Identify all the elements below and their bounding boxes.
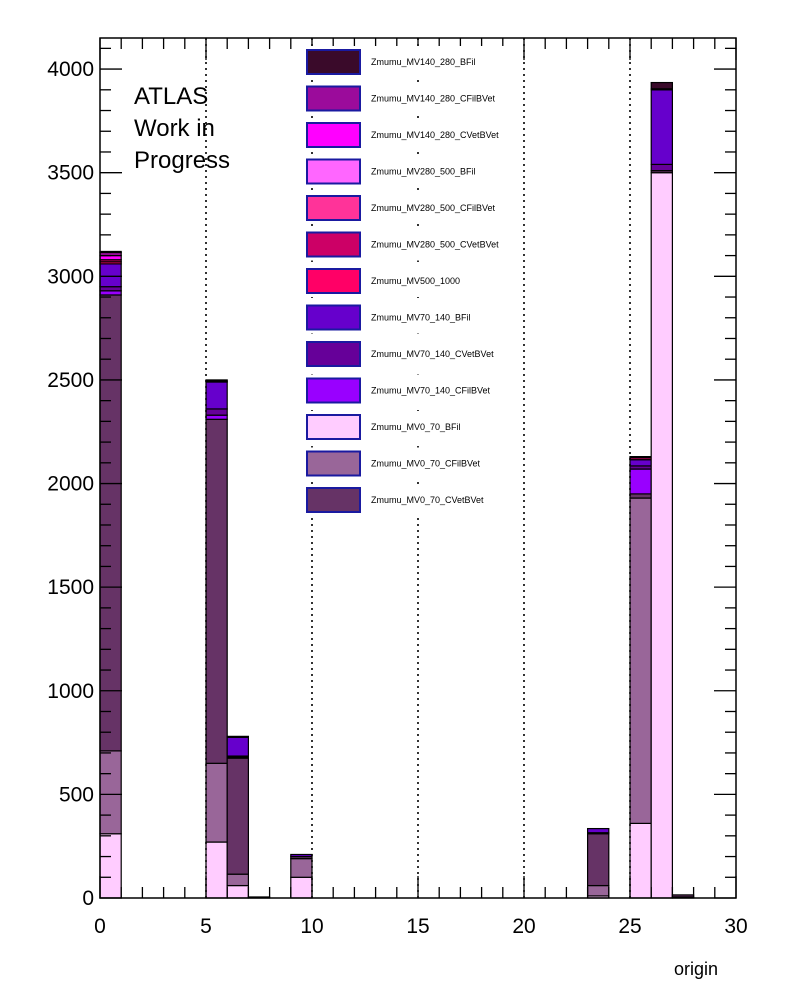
bar-segment: [586, 884, 610, 897]
bar-segment: [226, 884, 249, 899]
bar-segment: [650, 81, 674, 90]
y-tick-label: 500: [59, 783, 94, 806]
bars-layer: [99, 81, 695, 899]
legend-label: Zmumu_MV280_500_CFilBVet: [371, 203, 496, 213]
x-axis-label: origin: [674, 959, 718, 979]
x-tick-label: 15: [406, 915, 429, 938]
annotation-line: Work in: [134, 115, 215, 142]
bar-segment: [205, 418, 228, 764]
y-tick-label: 3000: [47, 265, 94, 288]
y-tick-label: 2500: [47, 369, 94, 392]
legend-label: Zmumu_MV70_140_CVetBVet: [371, 349, 494, 359]
annotation-line: Progress: [134, 147, 230, 174]
bar-segment: [99, 263, 122, 288]
bar-segment: [99, 833, 122, 899]
legend-label: Zmumu_MV0_70_CVetBVet: [371, 495, 484, 505]
legend-label: Zmumu_MV140_280_CVetBVet: [371, 130, 499, 140]
legend: Zmumu_MV140_280_BFil Zmumu_MV140_280_CFil…: [300, 46, 522, 516]
legend-swatch: [306, 85, 361, 112]
legend-swatch: [306, 414, 361, 440]
bar-segment: [99, 250, 122, 254]
bar-segment: [586, 827, 610, 834]
x-tick-label: 0: [94, 915, 106, 938]
bar-segment: [205, 414, 228, 420]
x-tick-label: 5: [200, 915, 212, 938]
x-tick-label: 10: [300, 915, 323, 938]
legend-label: Zmumu_MV500_1000: [371, 276, 460, 286]
legend-swatch: [306, 158, 361, 185]
legend-label: Zmumu_MV140_280_BFil: [371, 57, 476, 67]
legend-label: Zmumu_MV0_70_CFilBVet: [371, 459, 481, 469]
y-tick-label: 1500: [47, 576, 94, 599]
legend-swatch: [306, 304, 361, 331]
x-tick-label: 20: [512, 915, 535, 938]
bar-segment: [205, 841, 228, 899]
bar-segment: [205, 381, 228, 410]
legend-label: Zmumu_MV140_280_CFilBVet: [371, 94, 496, 104]
bar-segment: [629, 822, 652, 899]
y-tick-label: 3500: [47, 162, 94, 185]
bar-segment: [205, 762, 228, 843]
x-tick-label: 25: [618, 915, 641, 938]
bar-segment: [226, 757, 249, 875]
bar-segment: [650, 172, 674, 899]
bar-segment: [629, 456, 652, 459]
legend-label: Zmumu_MV0_70_BFil: [371, 422, 461, 432]
bar-segment: [650, 89, 674, 166]
legend-swatch: [306, 231, 361, 258]
bar-segment: [629, 493, 652, 499]
bar-segment: [99, 290, 122, 296]
legend-swatch: [306, 122, 361, 148]
y-tick-label: 2000: [47, 473, 94, 496]
legend-swatch: [306, 377, 361, 404]
bar-segment: [99, 750, 122, 835]
legend-label: Zmumu_MV280_500_BFil: [371, 167, 476, 177]
legend-label: Zmumu_MV70_140_CFilBVet: [371, 386, 491, 396]
legend-label: Zmumu_MV280_500_CVetBVet: [371, 240, 499, 250]
legend-swatch: [306, 268, 361, 294]
bar-segment: [99, 286, 122, 292]
x-tick-label: 30: [724, 915, 747, 938]
bar-segment: [226, 735, 249, 738]
legend-swatch: [306, 450, 361, 477]
bar-segment: [629, 459, 652, 467]
legend-swatch: [306, 49, 361, 75]
legend-swatch: [306, 195, 361, 221]
annotation: ATLAS Work in Progress: [134, 83, 230, 174]
bar-segment: [629, 468, 652, 495]
bar-segment: [290, 853, 313, 858]
y-tick-label: 1000: [47, 680, 94, 703]
bar-segment: [290, 858, 313, 878]
bar-segment: [650, 163, 674, 172]
bar-segment: [205, 408, 228, 416]
bar-segment: [226, 873, 249, 887]
bar-segment: [671, 894, 695, 898]
bar-segment: [226, 736, 249, 757]
axes: 0 500 1000 1500 2000 2500 3000 3500 4000 0 5 10 15 20…: [47, 37, 748, 979]
y-tick-label: 0: [82, 887, 94, 910]
bar-segment: [586, 833, 610, 887]
annotation-line: ATLAS: [134, 83, 208, 110]
bar-segment: [629, 497, 652, 824]
legend-swatch: [306, 341, 361, 367]
y-tick-label: 4000: [47, 58, 94, 81]
legend-label: Zmumu_MV70_140_BFil: [371, 313, 471, 323]
bar-segment: [99, 294, 122, 752]
bar-segment: [290, 876, 313, 899]
bar-segment: [205, 379, 228, 382]
legend-swatch: [306, 487, 361, 513]
